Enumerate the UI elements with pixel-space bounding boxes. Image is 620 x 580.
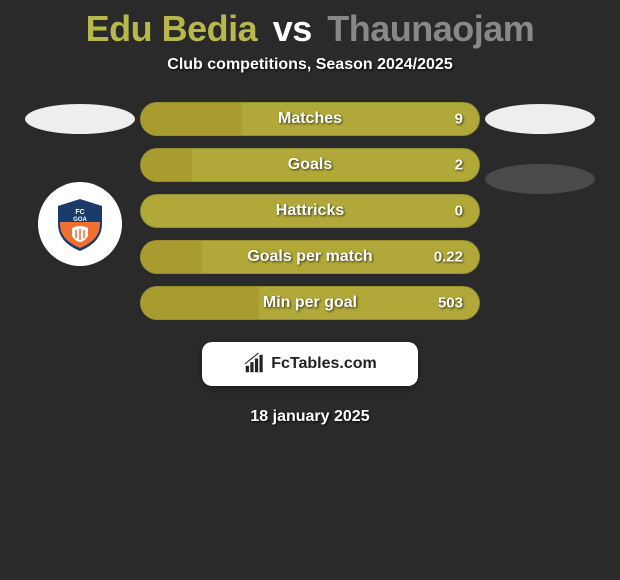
stat-bar: Matches 9 bbox=[140, 102, 480, 136]
stat-value: 9 bbox=[455, 111, 463, 128]
stat-bar: Goals 2 bbox=[140, 148, 480, 182]
player1-name: Edu Bedia bbox=[86, 8, 258, 49]
stat-fill bbox=[141, 103, 242, 135]
stat-label: Goals bbox=[288, 156, 332, 174]
date-text: 18 january 2025 bbox=[0, 408, 620, 426]
stat-value: 0 bbox=[455, 203, 463, 220]
stat-value: 503 bbox=[438, 295, 463, 312]
page-title: Edu Bedia vs Thaunaojam bbox=[0, 0, 620, 56]
comparison-card: Edu Bedia vs Thaunaojam Club competition… bbox=[0, 0, 620, 426]
brand-prefix: Fc bbox=[271, 355, 290, 372]
brand-text: FcTables.com bbox=[271, 355, 377, 373]
stat-fill bbox=[141, 287, 259, 319]
player2-photo-placeholder bbox=[485, 104, 595, 134]
brand-badge[interactable]: FcTables.com bbox=[202, 342, 418, 386]
stat-label: Goals per match bbox=[247, 248, 372, 266]
player2-club-placeholder bbox=[485, 164, 595, 194]
player1-club-logo: FC GOA bbox=[38, 182, 122, 266]
stat-bar: Hattricks 0 bbox=[140, 194, 480, 228]
svg-text:GOA: GOA bbox=[73, 217, 87, 223]
stat-fill bbox=[141, 149, 192, 181]
player1-photo-placeholder bbox=[25, 104, 135, 134]
svg-text:FC: FC bbox=[75, 209, 84, 216]
stat-bar: Min per goal 503 bbox=[140, 286, 480, 320]
stat-value: 2 bbox=[455, 157, 463, 174]
stat-value: 0.22 bbox=[434, 249, 463, 266]
vs-separator: vs bbox=[273, 8, 312, 49]
brand-suffix: Tables.com bbox=[290, 355, 377, 372]
stat-label: Matches bbox=[278, 110, 342, 128]
fc-goa-logo-icon: FC GOA bbox=[50, 194, 110, 254]
stat-bar: Goals per match 0.22 bbox=[140, 240, 480, 274]
right-column bbox=[480, 102, 600, 194]
stat-label: Hattricks bbox=[276, 202, 344, 220]
main-row: FC GOA Matches 9 Goals 2 Hattricks 0 Goals per… bbox=[0, 102, 620, 320]
left-column: FC GOA bbox=[20, 102, 140, 266]
player2-name: Thaunaojam bbox=[327, 8, 534, 49]
stat-fill bbox=[141, 241, 202, 273]
stats-column: Matches 9 Goals 2 Hattricks 0 Goals per match 0… bbox=[140, 102, 480, 320]
stat-label: Min per goal bbox=[263, 294, 357, 312]
subtitle: Club competitions, Season 2024/2025 bbox=[0, 56, 620, 102]
chart-icon bbox=[243, 353, 265, 375]
